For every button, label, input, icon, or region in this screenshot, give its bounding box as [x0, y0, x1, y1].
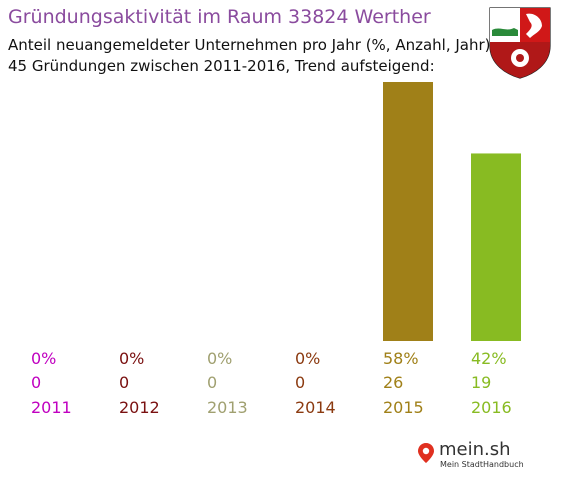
logo-tagline: Mein StadtHandbuch [440, 460, 524, 469]
year-label-2012: 2012 [119, 398, 160, 417]
chart-summary: 45 Gründungen zwischen 2011-2016, Trend … [8, 57, 435, 75]
count-label-2013: 0 [207, 373, 217, 392]
location-pin-icon [418, 443, 434, 463]
year-label-2015: 2015 [383, 398, 424, 417]
mein-sh-logo: mein.sh Mein StadtHandbuch [415, 436, 525, 474]
bar-2015 [383, 82, 433, 341]
bar-2016 [471, 153, 521, 341]
count-label-2012: 0 [119, 373, 129, 392]
year-label-2014: 2014 [295, 398, 336, 417]
count-label-2014: 0 [295, 373, 305, 392]
year-label-2016: 2016 [471, 398, 512, 417]
nrw-coat-of-arms-icon [489, 7, 551, 79]
chart-subtitle: Anteil neuangemeldeter Unternehmen pro J… [8, 36, 491, 54]
year-label-2013: 2013 [207, 398, 248, 417]
percent-label-2015: 58% [383, 349, 419, 368]
percent-label-2011: 0% [31, 349, 56, 368]
year-label-2011: 2011 [31, 398, 72, 417]
count-label-2011: 0 [31, 373, 41, 392]
chart-title: Gründungsaktivität im Raum 33824 Werther [8, 6, 431, 28]
logo-brand: mein.sh [439, 439, 511, 460]
percent-label-2014: 0% [295, 349, 320, 368]
count-label-2016: 19 [471, 373, 491, 392]
count-label-2015: 26 [383, 373, 403, 392]
percent-label-2013: 0% [207, 349, 232, 368]
percent-label-2012: 0% [119, 349, 144, 368]
percent-label-2016: 42% [471, 349, 507, 368]
